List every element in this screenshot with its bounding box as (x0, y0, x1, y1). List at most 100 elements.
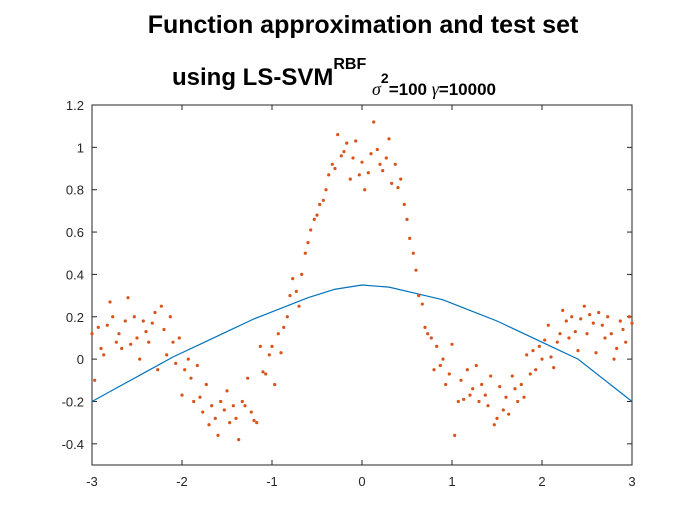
test-point (102, 353, 106, 357)
test-point (213, 416, 217, 421)
y-tick-label: 0.8 (66, 183, 84, 198)
lssvm-fit-line (91, 284, 633, 402)
test-point (153, 310, 157, 315)
test-point (345, 141, 349, 145)
test-point (402, 202, 406, 207)
test-point (330, 162, 334, 166)
test-point (531, 349, 535, 353)
test-point (129, 342, 133, 346)
test-point (525, 353, 529, 357)
x-tick-label: 3 (628, 474, 635, 489)
test-point (309, 228, 313, 232)
test-point (144, 329, 148, 334)
test-point (270, 344, 274, 349)
test-point (366, 171, 370, 175)
test-point (459, 378, 463, 382)
test-point (576, 349, 580, 353)
test-point (417, 293, 421, 298)
test-point (450, 342, 454, 346)
test-point (120, 346, 124, 351)
x-tick-label: -1 (266, 474, 278, 489)
test-point (618, 319, 622, 323)
y-tick-label: 0 (77, 352, 84, 367)
test-point (150, 321, 154, 325)
test-point (447, 372, 451, 376)
tick-labels-group: -3 -2 -1 0 1 2 3 -0.4 -0.2 0 0.2 0.4 0.6 0.8 1 1.2 (62, 98, 636, 489)
test-point (429, 336, 433, 340)
y-tick-label: -0.4 (62, 437, 84, 452)
test-point (537, 344, 541, 349)
test-point (441, 357, 445, 361)
test-point (624, 340, 628, 344)
test-point (258, 344, 262, 349)
test-point (255, 421, 259, 425)
test-point (186, 357, 190, 361)
test-point (501, 408, 505, 412)
test-point (234, 416, 238, 421)
test-point (336, 133, 340, 137)
test-point (435, 344, 439, 349)
test-point (315, 213, 319, 217)
test-point (177, 336, 181, 340)
test-point (318, 202, 322, 207)
test-point (348, 177, 352, 181)
x-tick-label: 1 (448, 474, 455, 489)
test-point (564, 319, 568, 323)
test-point (357, 173, 361, 177)
test-point (165, 353, 169, 357)
test-point (453, 433, 457, 437)
title-prefix: using LS-SVM (172, 64, 333, 91)
test-point (552, 365, 556, 370)
test-point (291, 277, 295, 281)
test-point (300, 272, 304, 277)
test-point (369, 152, 373, 156)
test-point (249, 410, 253, 414)
y-tick-label: 0.6 (66, 225, 84, 240)
test-point (393, 162, 397, 166)
test-point (384, 156, 388, 160)
ticks-group (91, 104, 633, 465)
test-point (264, 372, 268, 376)
test-point (507, 412, 511, 416)
test-point (132, 315, 136, 319)
y-tick-label: 1 (77, 140, 84, 155)
test-point (381, 169, 385, 173)
test-point (408, 236, 412, 241)
fit-line-group (91, 284, 633, 402)
test-point (162, 327, 166, 332)
test-point (117, 332, 121, 336)
y-tick-label: -0.2 (62, 394, 84, 409)
test-point (189, 376, 193, 380)
test-point (114, 340, 118, 344)
test-point (231, 404, 235, 408)
test-point (432, 368, 436, 372)
test-point (156, 368, 160, 372)
test-point (510, 374, 514, 378)
test-point (135, 336, 139, 340)
test-point (573, 329, 577, 334)
test-point (126, 296, 130, 300)
test-point (609, 332, 613, 336)
test-point (399, 177, 403, 181)
test-point (207, 423, 211, 427)
test-point (108, 300, 112, 304)
title-superscript: RBF (333, 56, 366, 73)
test-point (420, 302, 424, 306)
test-point (480, 382, 484, 387)
test-point (306, 241, 310, 245)
test-point (93, 378, 97, 382)
test-point (288, 293, 292, 298)
test-point (594, 351, 598, 355)
test-point (228, 421, 232, 425)
test-point (456, 399, 460, 404)
test-point (96, 325, 100, 329)
x-tick-label: 2 (538, 474, 545, 489)
test-point (285, 315, 289, 319)
test-point (123, 319, 127, 323)
title-sigma-value: =100 (389, 80, 432, 99)
test-point (570, 315, 574, 319)
test-point (540, 357, 544, 361)
test-point (495, 416, 499, 421)
